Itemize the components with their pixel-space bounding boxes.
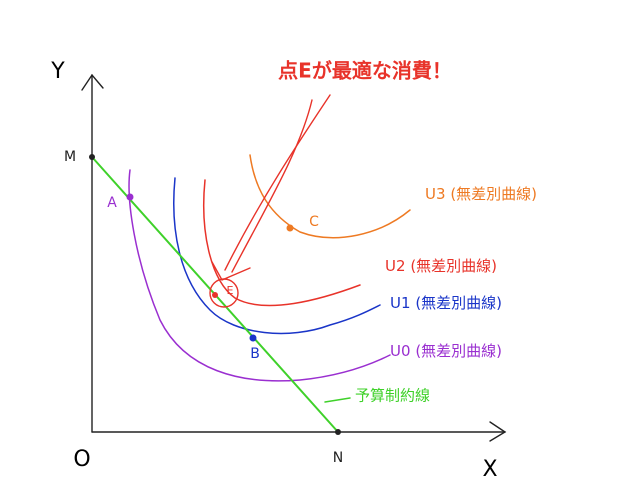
curve-name: U0 [390,342,411,360]
arrow-head [211,261,251,281]
arrow-line [231,99,313,273]
curve-note: (無差別曲線) [450,185,537,203]
curve-u1 [173,177,381,335]
curve-name: U1 [390,294,411,312]
curve-note: (無差別曲線) [415,294,502,312]
e-circle [209,278,239,308]
curve-label: U1 (無差別曲線) [390,294,502,312]
point-a [126,193,134,201]
curve-u2 [203,179,361,307]
curve-label: U2 (無差別曲線) [385,257,497,275]
x-label: X [482,457,497,482]
point-n [335,429,341,435]
point-m [89,154,95,160]
point-e [212,292,218,298]
curve-label: U3 (無差別曲線) [425,185,537,203]
y-arrow [81,73,104,91]
curve-u3 [249,154,411,239]
point-label: M [64,149,76,165]
point-label: N [333,450,343,466]
point-label: C [309,214,319,230]
x-arrow [489,421,507,442]
curve-u0 [128,169,391,382]
curve-name: U2 [385,257,406,275]
y-label: Y [50,59,65,84]
point-label: E [227,284,234,297]
curve-note: (無差別曲線) [415,342,502,360]
origin-label: O [73,447,90,472]
budget-label: 予算制約線 [355,387,430,405]
pointer-arrow [209,94,331,308]
title: 点Eが最適な消費！ [278,59,452,83]
curve-note: (無差別曲線) [410,257,497,275]
curve-name: U3 [425,185,446,203]
budget-pointer [324,397,351,403]
arrow-line [224,94,331,271]
point-label: A [107,195,117,211]
point-c [286,224,294,232]
point-label: B [250,346,260,362]
axes [81,73,507,442]
point-b [249,334,257,342]
curve-label: U0 (無差別曲線) [390,342,502,360]
